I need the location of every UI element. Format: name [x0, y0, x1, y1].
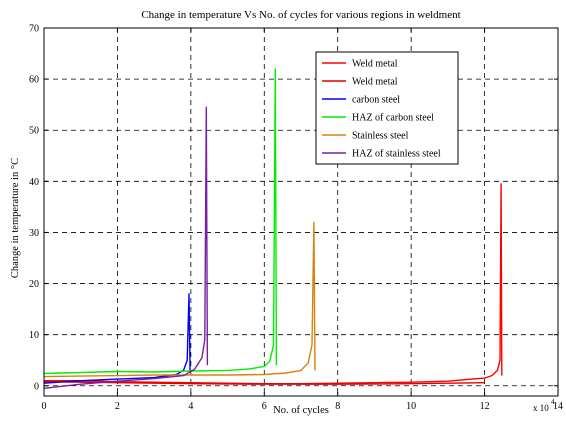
- series-line: [43, 106, 209, 389]
- x-tick-label: 8: [335, 401, 340, 412]
- x-tick-label: 4: [188, 401, 193, 412]
- series-line: [43, 381, 485, 385]
- x-multiplier-exponent: 4: [551, 398, 555, 406]
- x-tick-label: 10: [406, 401, 416, 412]
- legend: Weld metal Weld metal carbon steel HAZ of c…: [315, 51, 459, 165]
- y-tick-label: 40: [29, 177, 39, 188]
- x-tick-label: 14: [553, 401, 563, 412]
- plot-frame: [43, 27, 559, 397]
- chart-title: Change in temperature Vs No. of cycles f…: [141, 9, 460, 21]
- tick-layer: 0 2 4 6 8 10 12 14 0 10 20 30 40 50 60 70: [29, 24, 563, 413]
- grid: [44, 28, 558, 396]
- series-layer: [43, 68, 503, 389]
- legend-label: HAZ of stainless steel: [352, 149, 441, 160]
- x-tick-label: 2: [115, 401, 120, 412]
- series-line: [44, 183, 503, 385]
- y-tick-label: 0: [34, 381, 39, 392]
- y-tick-label: 20: [29, 279, 39, 290]
- legend-label: carbon steel: [352, 95, 400, 106]
- series-line: [43, 221, 316, 378]
- legend-label: Stainless steel: [352, 131, 409, 142]
- x-tick-label: 6: [262, 401, 267, 412]
- y-tick-label: 60: [29, 75, 39, 86]
- legend-label: HAZ of carbon steel: [352, 113, 434, 124]
- legend-box: [315, 51, 459, 165]
- y-tick-label: 70: [29, 24, 39, 35]
- x-multiplier-label: x 10: [533, 403, 549, 413]
- y-tick-label: 10: [29, 330, 39, 341]
- x-axis-label: No. of cycles: [273, 405, 329, 416]
- x-tick-label: 0: [42, 401, 47, 412]
- y-tick-label: 50: [29, 126, 39, 137]
- series-line: [43, 68, 278, 375]
- y-tick-label: 30: [29, 228, 39, 239]
- y-axis-label: Change in temperature in °C: [10, 158, 21, 278]
- legend-label: Weld metal: [352, 59, 398, 70]
- x-tick-label: 12: [480, 401, 490, 412]
- legend-label: Weld metal: [352, 77, 398, 88]
